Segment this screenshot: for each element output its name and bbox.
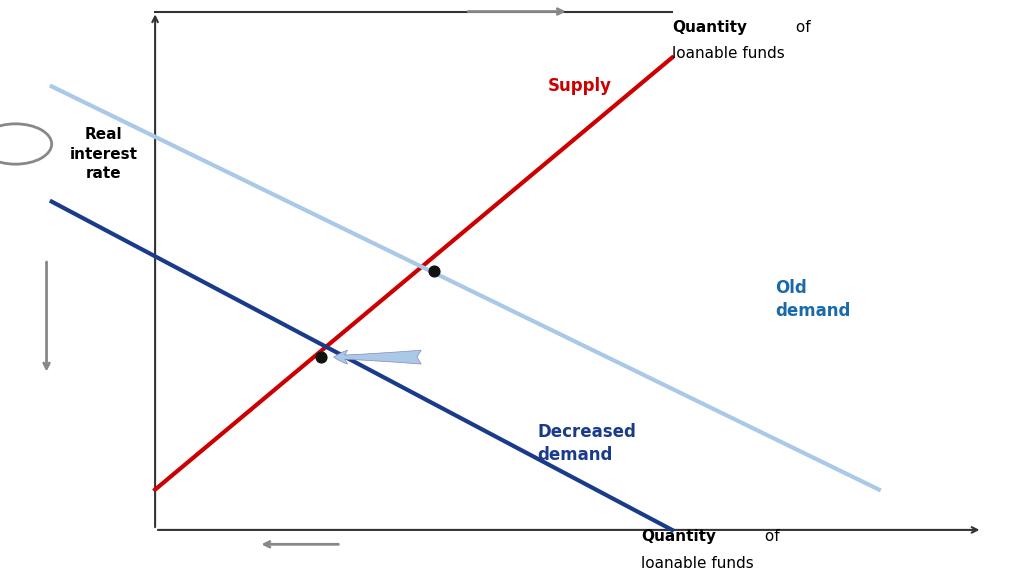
Text: Old
demand: Old demand bbox=[776, 279, 851, 320]
Point bbox=[312, 353, 329, 362]
Text: Quantity: Quantity bbox=[641, 529, 717, 544]
Text: loanable funds: loanable funds bbox=[672, 46, 785, 61]
Point bbox=[426, 266, 443, 275]
Text: Supply: Supply bbox=[548, 77, 612, 96]
Text: Real
interest
rate: Real interest rate bbox=[69, 127, 138, 181]
Text: loanable funds: loanable funds bbox=[641, 556, 754, 571]
Text: Decreased
demand: Decreased demand bbox=[538, 423, 637, 464]
Text: of: of bbox=[791, 20, 811, 35]
Text: Quantity: Quantity bbox=[672, 20, 748, 35]
Text: of: of bbox=[760, 529, 780, 544]
